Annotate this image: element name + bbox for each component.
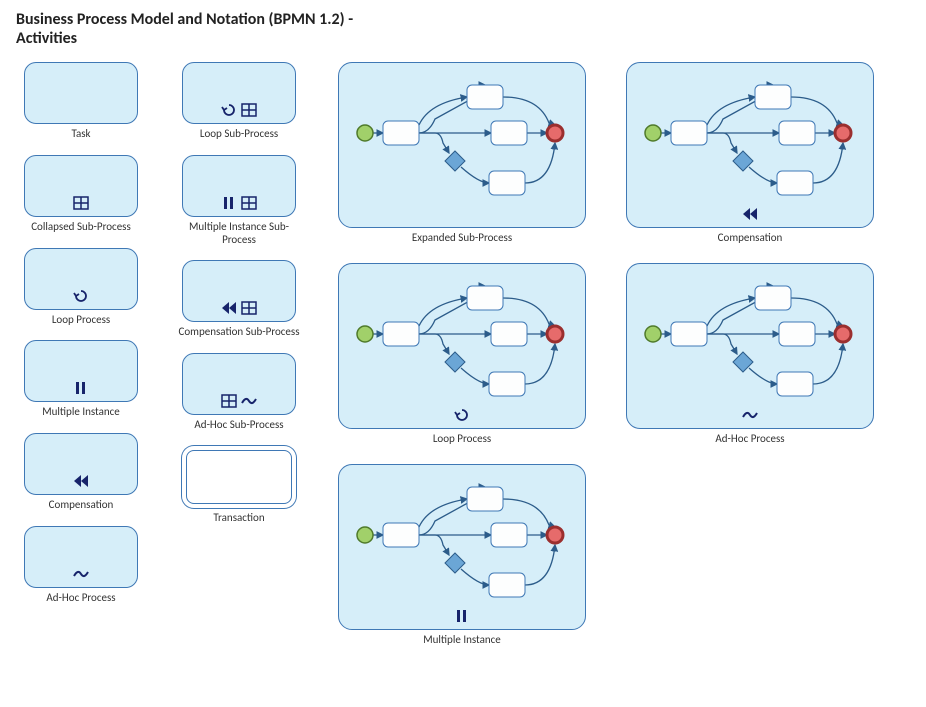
shape-caption: Loop Process	[433, 433, 491, 446]
expanded-subprocess-shape	[338, 62, 586, 228]
plus-marker-icon	[241, 301, 257, 315]
plus-marker-icon	[221, 394, 237, 408]
activity-shape: Collapsed Sub-Process	[24, 155, 138, 234]
activity-shape: Transaction	[182, 446, 296, 525]
parallel-marker-icon	[454, 609, 470, 623]
loop-marker-icon	[73, 289, 89, 303]
marker-row	[627, 207, 873, 221]
tilde-marker-icon	[73, 567, 89, 581]
task-shape	[24, 62, 138, 124]
shape-caption: Ad-Hoc Sub-Process	[194, 419, 283, 432]
expanded-activity: Compensation	[626, 62, 874, 245]
rewind-marker-icon	[221, 301, 237, 315]
task-shape	[24, 433, 138, 495]
marker-row	[339, 408, 585, 422]
parallel-marker-icon	[73, 381, 89, 395]
expanded-activity: Ad-Hoc Process	[626, 263, 874, 446]
marker-row	[627, 408, 873, 422]
column-expanded-2: Compensation Ad-Hoc Process	[620, 62, 880, 445]
column-expanded-1: Expanded Sub-Process Loop Process Multiple…	[332, 62, 592, 646]
marker-row	[183, 103, 295, 117]
activity-shape: Compensation	[24, 433, 138, 512]
rewind-marker-icon	[742, 207, 758, 221]
activity-shape: Multiple Instance Sub-Process	[174, 155, 304, 246]
marker-row	[183, 394, 295, 408]
parallel-marker-icon	[221, 196, 237, 210]
shape-caption: Expanded Sub-Process	[412, 232, 512, 245]
shape-caption: Task	[71, 128, 90, 141]
shape-caption: Multiple Instance	[423, 634, 501, 647]
task-shape	[24, 340, 138, 402]
expanded-subprocess-shape	[626, 62, 874, 228]
inner-flow	[627, 264, 875, 430]
marker-row	[25, 474, 137, 488]
expanded-subprocess-shape	[338, 263, 586, 429]
shape-caption: Loop Process	[52, 314, 110, 327]
marker-row	[25, 381, 137, 395]
plus-marker-icon	[73, 196, 89, 210]
shape-caption: Loop Sub-Process	[200, 128, 278, 141]
expanded-activity: Expanded Sub-Process	[338, 62, 586, 245]
activity-shape: Ad-Hoc Process	[24, 526, 138, 605]
loop-marker-icon	[454, 408, 470, 422]
inner-flow	[339, 465, 587, 631]
activity-shape: Compensation Sub-Process	[179, 260, 300, 339]
activity-shape: Loop Sub-Process	[182, 62, 296, 141]
loop-marker-icon	[221, 103, 237, 117]
rewind-marker-icon	[73, 474, 89, 488]
inner-flow	[339, 264, 587, 430]
task-shape	[24, 155, 138, 217]
shape-caption: Collapsed Sub-Process	[31, 221, 131, 234]
shape-caption: Compensation	[49, 499, 114, 512]
shape-caption: Compensation	[718, 232, 783, 245]
task-shape	[182, 260, 296, 322]
activity-shape: Ad-Hoc Sub-Process	[182, 353, 296, 432]
title-line2: Activities	[16, 29, 77, 48]
shape-caption: Compensation Sub-Process	[179, 326, 300, 339]
expanded-subprocess-shape	[338, 464, 586, 630]
shape-caption: Multiple Instance Sub-Process	[174, 221, 304, 246]
column-small-1: Task Collapsed Sub-Process Loop Process Mul…	[16, 62, 146, 604]
tilde-marker-icon	[241, 394, 257, 408]
task-shape	[182, 353, 296, 415]
marker-row	[25, 567, 137, 581]
column-small-2: Loop Sub-Process Multiple Instance Sub-Pr…	[174, 62, 304, 524]
marker-row	[25, 196, 137, 210]
expanded-activity: Loop Process	[338, 263, 586, 446]
transaction-shape	[182, 446, 296, 508]
marker-row	[183, 301, 295, 315]
task-shape	[182, 155, 296, 217]
task-shape	[24, 248, 138, 310]
inner-flow	[627, 63, 875, 229]
marker-row	[339, 609, 585, 623]
plus-marker-icon	[241, 103, 257, 117]
expanded-activity: Multiple Instance	[338, 464, 586, 647]
activity-shape: Loop Process	[24, 248, 138, 327]
expanded-subprocess-shape	[626, 263, 874, 429]
marker-row	[25, 289, 137, 303]
task-shape	[24, 526, 138, 588]
activity-shape: Multiple Instance	[24, 340, 138, 419]
shape-caption: Ad-Hoc Process	[715, 433, 784, 446]
marker-row	[183, 196, 295, 210]
shape-caption: Transaction	[213, 512, 264, 525]
page-title: Business Process Model and Notation (BPM…	[16, 10, 910, 48]
shape-caption: Ad-Hoc Process	[46, 592, 115, 605]
shape-caption: Multiple Instance	[42, 406, 120, 419]
title-line1: Business Process Model and Notation (BPM…	[16, 10, 353, 29]
activity-shape: Task	[24, 62, 138, 141]
plus-marker-icon	[241, 196, 257, 210]
task-shape	[182, 62, 296, 124]
inner-flow	[339, 63, 587, 229]
tilde-marker-icon	[742, 408, 758, 422]
diagram-grid: Task Collapsed Sub-Process Loop Process Mul…	[16, 62, 910, 646]
